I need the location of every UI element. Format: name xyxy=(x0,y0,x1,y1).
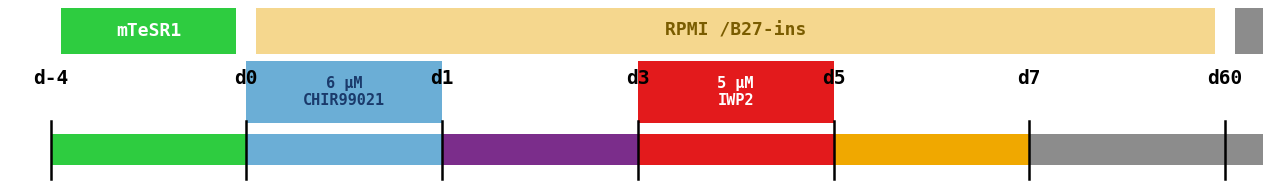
FancyBboxPatch shape xyxy=(256,8,1215,54)
Text: RPMI /B27-ins: RPMI /B27-ins xyxy=(666,22,806,40)
FancyBboxPatch shape xyxy=(246,134,442,165)
Text: d0: d0 xyxy=(235,69,258,88)
FancyBboxPatch shape xyxy=(51,134,246,165)
FancyBboxPatch shape xyxy=(1029,134,1263,165)
FancyBboxPatch shape xyxy=(246,61,442,123)
Text: 6 μM
CHIR99021: 6 μM CHIR99021 xyxy=(303,76,385,108)
FancyBboxPatch shape xyxy=(638,61,834,123)
Text: d7: d7 xyxy=(1018,69,1041,88)
Text: d1: d1 xyxy=(431,69,453,88)
Text: d3: d3 xyxy=(626,69,649,88)
FancyBboxPatch shape xyxy=(442,134,638,165)
Text: d-4: d-4 xyxy=(33,69,68,88)
FancyBboxPatch shape xyxy=(638,134,834,165)
Text: 5 μM
IWP2: 5 μM IWP2 xyxy=(717,76,754,108)
FancyBboxPatch shape xyxy=(61,8,236,54)
Text: mTeSR1: mTeSR1 xyxy=(116,22,181,40)
FancyBboxPatch shape xyxy=(1235,8,1263,54)
Text: d5: d5 xyxy=(822,69,845,88)
Text: d60: d60 xyxy=(1207,69,1243,88)
FancyBboxPatch shape xyxy=(834,134,1029,165)
